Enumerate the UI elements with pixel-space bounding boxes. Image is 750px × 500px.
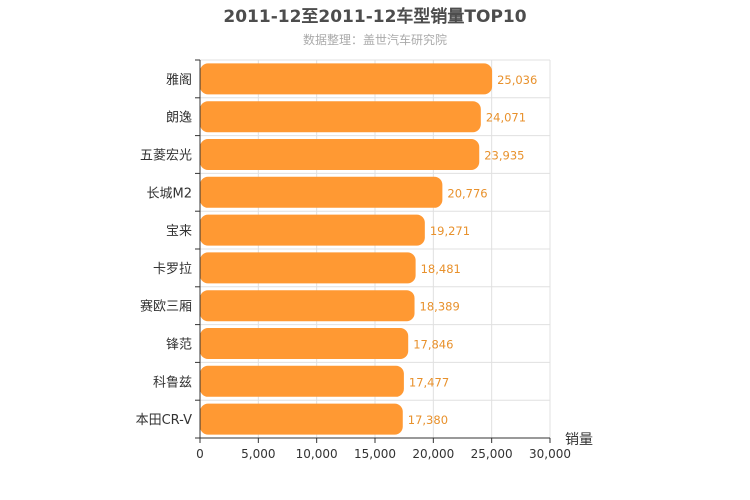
category-label: 锋范 <box>166 338 192 353</box>
category-label: 五菱宏光 <box>140 149 192 164</box>
category-label: 雅阁 <box>166 73 192 88</box>
data-label: 18,389 <box>420 300 460 314</box>
category-label: 卡罗拉 <box>153 262 192 277</box>
data-label: 23,935 <box>484 149 524 163</box>
x-axis-title: 销量 <box>565 432 593 448</box>
x-tick-label: 25,000 <box>471 447 513 461</box>
bars: 25,036 24,071 23,935 20,776 19,271 18,481 18,3… <box>200 63 537 435</box>
bar <box>200 328 409 359</box>
data-label: 18,481 <box>421 262 461 276</box>
bar <box>200 214 425 246</box>
bar <box>200 403 403 435</box>
bar <box>200 176 443 208</box>
category-label: 长城M2 <box>147 186 193 201</box>
bar <box>200 365 404 397</box>
x-tick-label: 30,000 <box>529 447 571 461</box>
data-label: 25,036 <box>497 73 537 87</box>
bar <box>200 290 415 322</box>
bar <box>200 63 493 95</box>
x-tick-label: 0 <box>196 447 204 461</box>
category-label: 赛欧三厢 <box>140 299 192 315</box>
category-label: 宝来 <box>166 224 192 239</box>
chart-subtitle: 数据整理：盖世汽车研究院 <box>303 32 447 47</box>
data-label: 20,776 <box>447 186 487 200</box>
data-label: 17,477 <box>409 375 449 389</box>
bar <box>200 101 481 133</box>
x-tick-label: 10,000 <box>296 447 338 461</box>
bar <box>200 139 480 170</box>
category-label: 科鲁兹 <box>153 375 192 390</box>
chart-title: 2011-12至2011-12车型销量TOP10 <box>223 6 526 27</box>
x-tick-label: 5,000 <box>241 447 275 461</box>
category-label: 本田CR-V <box>136 413 193 428</box>
x-tick-label: 15,000 <box>354 447 396 461</box>
data-label: 19,271 <box>430 224 470 238</box>
data-label: 17,846 <box>413 338 453 352</box>
x-tick-label: 20,000 <box>412 447 454 461</box>
category-label: 朗逸 <box>166 111 192 126</box>
data-label: 24,071 <box>486 111 526 125</box>
bar <box>200 252 416 284</box>
data-label: 17,380 <box>408 413 448 427</box>
